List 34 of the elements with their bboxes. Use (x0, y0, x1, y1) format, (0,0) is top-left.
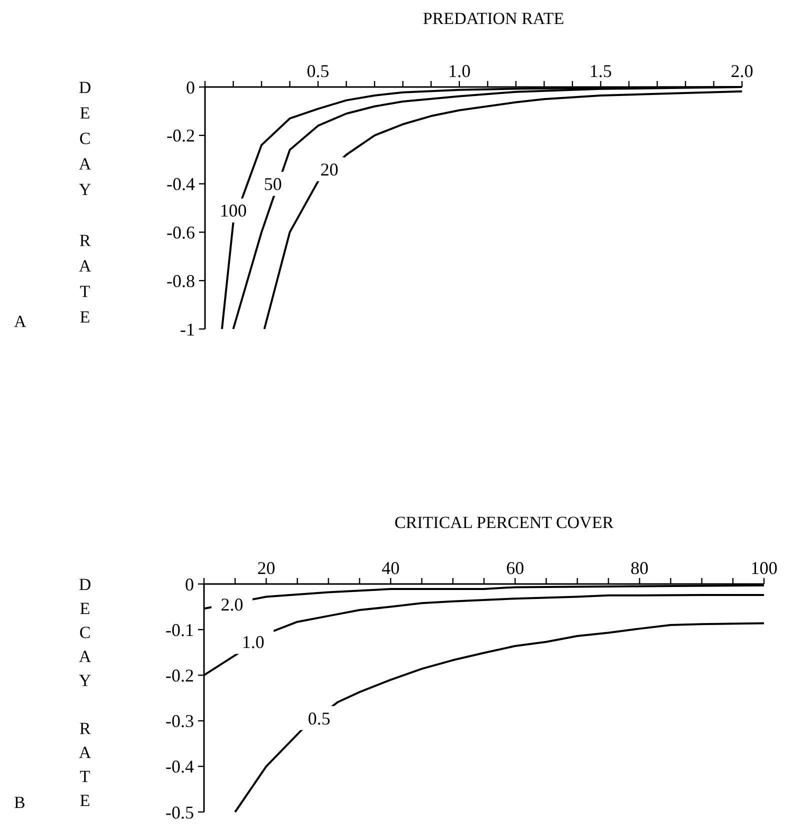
y-tick-label: -0.3 (166, 711, 194, 732)
annotation: 0.5 (308, 708, 330, 728)
y-tick-label: -0.4 (166, 174, 195, 194)
y-tick-label: -0.2 (166, 666, 194, 686)
text: B (14, 793, 26, 812)
text: DECAY RATE (78, 575, 92, 810)
y-tick-label: -0.8 (166, 270, 195, 291)
annotation: 50 (264, 174, 282, 194)
x-tick-label: 0.5 (306, 61, 330, 81)
annotation: 1.0 (242, 632, 264, 652)
annotation: 100 (220, 200, 247, 221)
y-tick-label: -0.4 (166, 756, 194, 777)
text: A (14, 312, 27, 331)
x-tick-label: 40 (382, 558, 400, 578)
y-tick-label: -0.2 (166, 126, 195, 146)
x-tick-label: 60 (506, 558, 524, 578)
x-tick-label: 2.0 (730, 61, 754, 81)
text: DECAY RATE (78, 78, 92, 326)
line-series (234, 622, 765, 813)
y-tick-label: -1 (180, 319, 195, 340)
annotation: 2.0 (220, 594, 244, 614)
x-axis-title: PREDATION RATE (422, 9, 564, 28)
x-tick-label: 20 (257, 558, 276, 578)
annotation: 20 (320, 160, 338, 180)
x-tick-label: 80 (630, 558, 649, 578)
x-tick-label: 1.5 (589, 61, 612, 81)
x-axis-title: CRITICAL PERCENT COVER (394, 513, 614, 532)
y-tick-label: -0.1 (166, 620, 194, 640)
y-tick-label: 0 (185, 574, 194, 594)
x-tick-label: 100 (750, 558, 778, 578)
x-tick-label: 1.0 (448, 61, 471, 81)
y-tick-label: -0.6 (166, 222, 195, 242)
y-tick-label: 0 (186, 77, 195, 98)
y-tick-label: -0.5 (166, 802, 194, 822)
